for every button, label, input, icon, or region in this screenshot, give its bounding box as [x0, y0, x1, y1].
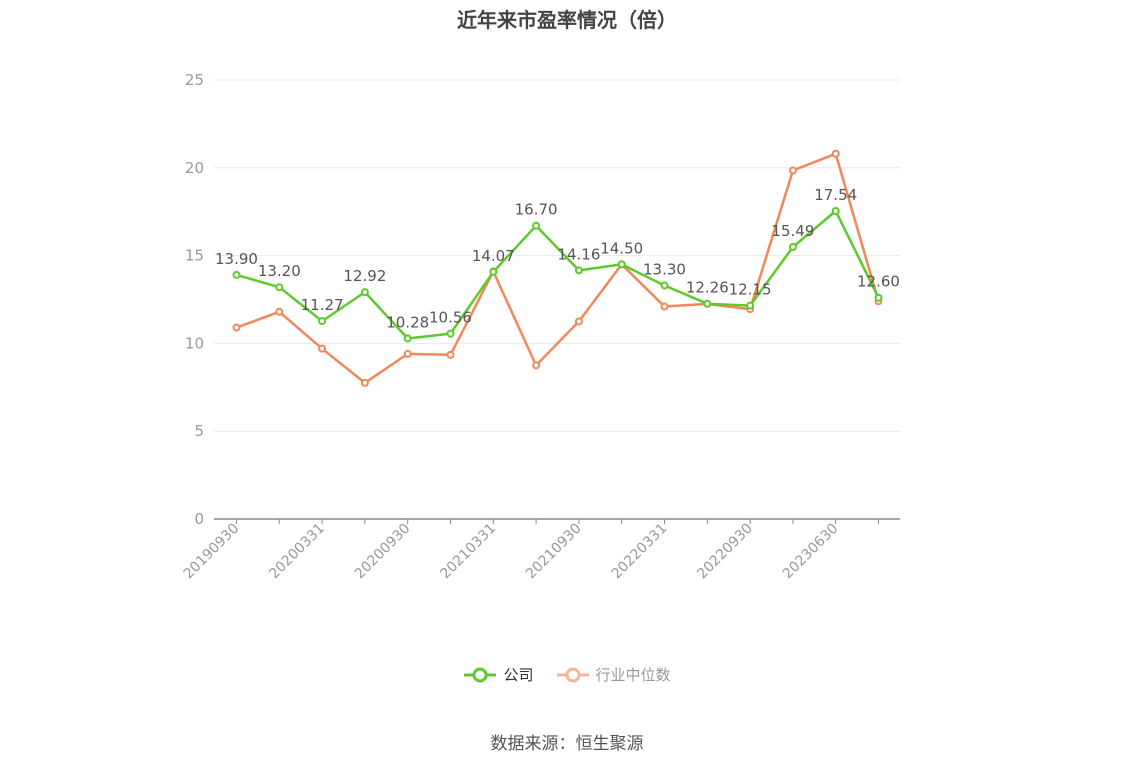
x-tick-label: 20190930 [181, 521, 243, 583]
y-tick-label: 5 [194, 422, 204, 440]
industry-data-point [403, 349, 412, 358]
x-axis-ticks: 20190930 20200331 20200930 20210331 20210930… [181, 519, 879, 582]
company-data-label: 14.07 [472, 247, 515, 265]
x-tick-label: 20210331 [437, 521, 499, 583]
company-data-label: 17.54 [814, 186, 857, 204]
x-tick-label: 20220930 [694, 521, 756, 583]
industry-data-point [788, 166, 797, 175]
legend-item-company[interactable]: 公司 [463, 664, 534, 685]
company-data-point [746, 301, 755, 310]
company-data-point [403, 334, 412, 343]
company-data-label: 10.56 [429, 309, 472, 327]
industry-data-point [532, 361, 541, 370]
industry-data-point [232, 323, 241, 332]
company-data-point [703, 299, 712, 308]
company-data-point [660, 281, 669, 290]
company-data-label: 16.70 [515, 201, 558, 219]
series-line-company [236, 209, 880, 340]
company-data-point [446, 329, 455, 338]
company-data-label: 12.92 [343, 267, 386, 285]
y-tick-label: 15 [185, 247, 204, 265]
legend-company-label: 公司 [503, 666, 534, 684]
legend-item-industry[interactable]: 行业中位数 [556, 664, 671, 685]
y-tick-label: 20 [185, 159, 204, 177]
industry-data-point [660, 302, 669, 311]
industry-data-point [360, 378, 369, 387]
company-data-label: 15.49 [771, 222, 814, 240]
company-data-point [617, 260, 626, 269]
company-data-label: 13.90 [215, 250, 258, 268]
legend: 公司 行业中位数 [0, 664, 1134, 685]
legend-industry-label: 行业中位数 [595, 666, 671, 684]
industry-data-point [275, 307, 284, 316]
y-axis-ticks: 0 5 10 15 20 25 [185, 71, 204, 528]
company-data-label: 13.20 [258, 262, 301, 280]
company-data-label: 10.28 [386, 313, 429, 331]
company-data-label: 12.60 [857, 273, 900, 291]
x-tick-label: 20200331 [266, 521, 328, 583]
chart-title: 近年来市盈率情况（倍） [457, 8, 677, 32]
company-data-point [232, 270, 241, 279]
industry-data-point [446, 350, 455, 359]
x-tick-label: 20220331 [609, 521, 671, 583]
source-note: 数据来源：恒生聚源 [490, 734, 644, 754]
company-data-label: 11.27 [301, 296, 344, 314]
company-data-point [532, 221, 541, 230]
x-tick-label: 20200930 [352, 521, 414, 583]
legend-industry-marker-icon [556, 667, 589, 682]
company-data-point [318, 317, 327, 326]
company-data-point [275, 283, 284, 292]
company-data-label: 13.30 [643, 260, 686, 278]
industry-data-point [574, 317, 583, 326]
series-line-industry [236, 152, 880, 385]
company-data-label: 12.26 [686, 279, 729, 297]
company-data-point [788, 242, 797, 251]
company-data-label: 14.16 [557, 245, 600, 263]
company-data-point [489, 267, 498, 276]
y-tick-label: 25 [185, 71, 204, 89]
company-data-point [874, 293, 883, 302]
company-data-point [831, 206, 840, 215]
x-tick-label: 20210930 [523, 521, 585, 583]
company-data-label: 12.15 [729, 281, 772, 299]
x-tick-label: 20230630 [780, 521, 842, 583]
industry-data-point [318, 344, 327, 353]
y-tick-label: 0 [194, 510, 204, 528]
legend-company-marker-icon [464, 667, 497, 682]
series-lines [232, 149, 883, 387]
company-data-point [574, 266, 583, 275]
company-data-point [360, 288, 369, 297]
industry-data-point [831, 149, 840, 158]
y-tick-label: 10 [185, 334, 204, 352]
company-data-label: 14.50 [600, 239, 643, 257]
